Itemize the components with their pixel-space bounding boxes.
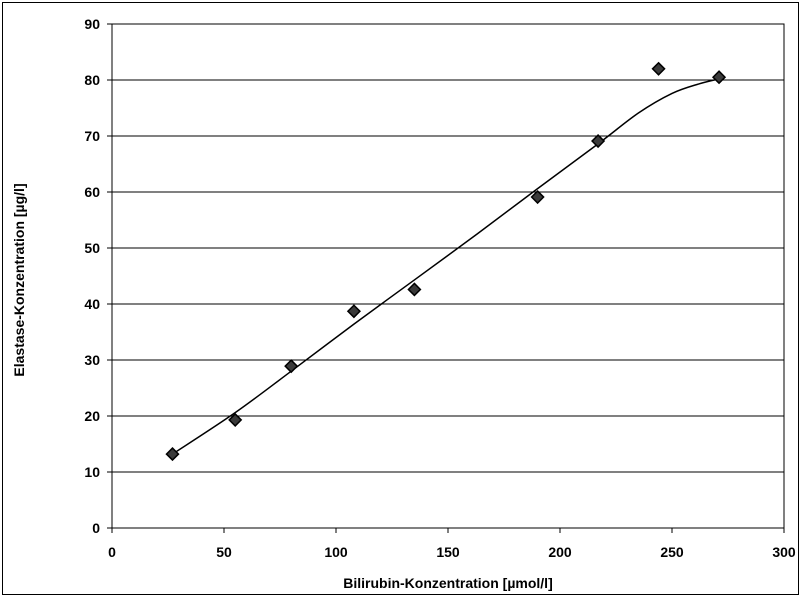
data-point: [651, 61, 666, 76]
data-point: [165, 447, 180, 462]
data-point: [591, 133, 606, 149]
y-tick-label: 20: [84, 408, 100, 424]
y-tick-label: 80: [84, 72, 100, 88]
x-tick-label: 150: [436, 544, 460, 560]
data-point: [711, 70, 727, 85]
y-tick-label: 90: [84, 16, 100, 32]
x-axis-title: Bilirubin-Konzentration [µmol/l]: [343, 575, 553, 591]
data-point: [530, 189, 545, 205]
plot-area: [111, 23, 785, 529]
x-tick-label: 100: [324, 544, 348, 560]
y-axis: 0 10 20 30 40 50 60 70 80 90: [84, 16, 112, 536]
y-tick-label: 30: [84, 352, 100, 368]
data-point: [284, 359, 299, 374]
x-tick-label: 50: [216, 544, 232, 560]
y-tick-label: 0: [92, 520, 100, 536]
x-tick-label: 200: [548, 544, 572, 560]
grid-lines: [112, 79, 784, 473]
y-tick-label: 60: [84, 184, 100, 200]
trendline: [172, 78, 720, 455]
x-tick-label: 0: [108, 544, 116, 560]
y-tick-label: 10: [84, 464, 100, 480]
data-point: [346, 304, 361, 319]
y-tick-label: 50: [84, 240, 100, 256]
y-tick-label: 40: [84, 296, 100, 312]
x-axis: 0 50 100 150 200 250 300: [108, 528, 796, 560]
y-tick-label: 70: [84, 128, 100, 144]
data-point: [407, 282, 422, 297]
data-points: [165, 61, 727, 462]
x-tick-label: 250: [660, 544, 684, 560]
data-point: [228, 412, 243, 427]
y-axis-title: Elastase-Konzentration [µg/l]: [11, 183, 27, 376]
x-tick-label: 300: [772, 544, 796, 560]
